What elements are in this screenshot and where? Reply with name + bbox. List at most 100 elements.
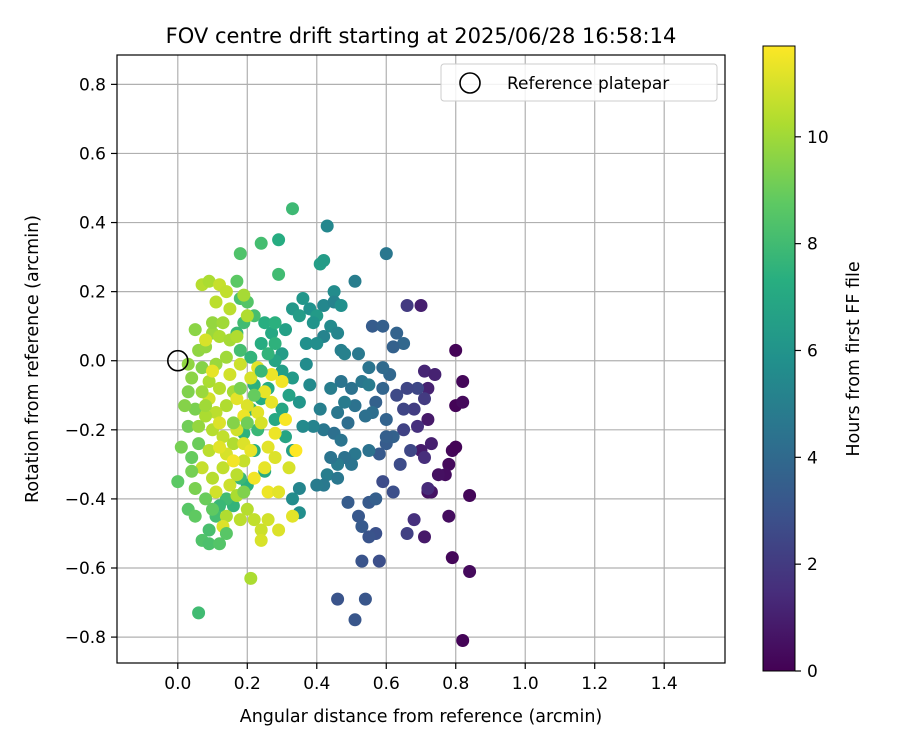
data-point <box>341 495 355 509</box>
data-point <box>286 509 299 523</box>
data-point <box>188 482 202 495</box>
data-point <box>206 316 219 330</box>
data-point <box>456 634 470 647</box>
data-point <box>261 513 275 527</box>
data-point <box>306 419 320 433</box>
data-point <box>233 381 247 395</box>
data-point <box>213 440 226 454</box>
data-point <box>223 302 237 316</box>
data-point <box>449 343 463 357</box>
data-point <box>188 509 202 523</box>
data-point <box>261 440 275 454</box>
data-point <box>247 471 261 485</box>
data-point <box>324 381 338 395</box>
data-point <box>404 444 418 457</box>
data-point <box>199 333 213 347</box>
data-point <box>397 423 411 437</box>
data-point <box>313 402 327 416</box>
data-point <box>369 492 383 506</box>
reference-platepar-point <box>167 349 189 372</box>
x-tick-label: 0.0 <box>164 674 191 694</box>
y-tick-label: −0.2 <box>65 421 106 441</box>
data-point <box>341 416 355 430</box>
data-point <box>272 267 286 281</box>
data-point <box>463 565 477 578</box>
data-point <box>233 513 247 527</box>
data-point <box>327 285 341 299</box>
chart-title: FOV centre drift starting at 2025/06/28 … <box>166 24 677 48</box>
data-point <box>268 451 282 464</box>
data-point <box>185 464 199 478</box>
data-point <box>348 274 362 288</box>
data-point <box>275 364 289 378</box>
data-point <box>372 554 386 568</box>
colorbar-tick-label: 10 <box>807 128 829 148</box>
data-point <box>369 395 383 409</box>
data-point <box>240 416 254 430</box>
data-point <box>233 343 247 357</box>
colorbar-tick-label: 4 <box>807 448 818 468</box>
y-tick-label: 0.4 <box>79 214 106 234</box>
data-point <box>268 426 282 440</box>
y-tick-label: −0.8 <box>65 628 106 648</box>
data-point <box>254 416 268 430</box>
data-point <box>181 385 195 399</box>
data-point <box>279 323 292 337</box>
data-point <box>199 492 213 506</box>
data-point <box>324 451 338 464</box>
data-point <box>292 309 306 323</box>
data-point <box>244 571 258 585</box>
data-point <box>265 326 279 340</box>
data-point <box>199 409 213 423</box>
data-point <box>379 430 393 444</box>
colorbar-tick-label: 6 <box>807 341 818 361</box>
data-point <box>233 247 247 261</box>
data-point <box>355 554 369 568</box>
data-point <box>219 285 233 299</box>
y-tick-label: 0.0 <box>79 352 106 372</box>
data-point <box>303 378 317 392</box>
data-point <box>195 361 209 375</box>
data-point <box>310 478 324 492</box>
data-point <box>338 347 352 361</box>
data-point <box>202 274 216 288</box>
colorbar-tick-label: 2 <box>807 555 818 575</box>
x-tick-label: 0.4 <box>303 674 330 694</box>
data-point <box>418 364 431 378</box>
data-point <box>219 350 233 364</box>
data-point <box>213 537 226 551</box>
colorbar-tick-label: 8 <box>807 235 818 255</box>
data-point <box>362 444 376 457</box>
data-point <box>237 454 251 468</box>
data-point <box>442 457 456 471</box>
data-point <box>279 430 292 444</box>
data-point <box>358 592 372 606</box>
y-axis-label: Rotation from reference (arcmin) <box>23 215 43 503</box>
data-point <box>216 316 230 330</box>
y-tick-label: 0.6 <box>79 144 106 164</box>
colorbar-tick-label: 0 <box>807 662 818 682</box>
grid-lines <box>117 55 725 663</box>
data-point <box>411 381 424 395</box>
colorbar-label: Hours from first FF file <box>844 261 864 456</box>
data-point <box>390 326 404 340</box>
x-axis-label: Angular distance from reference (arcmin) <box>240 707 603 727</box>
data-point <box>202 375 216 388</box>
data-point <box>209 406 223 419</box>
data-point <box>261 485 275 499</box>
data-point <box>390 388 404 402</box>
data-point <box>334 375 348 388</box>
data-point <box>348 399 362 413</box>
data-point <box>407 513 421 527</box>
data-point <box>317 254 331 267</box>
data-point <box>171 475 185 489</box>
data-point <box>418 530 431 544</box>
data-point <box>352 347 365 361</box>
colorbar: 0 2 4 6 8 10 Hours from first FF file <box>762 45 864 682</box>
data-point <box>258 385 272 399</box>
data-point <box>188 402 202 416</box>
data-point <box>456 375 470 388</box>
data-point <box>279 413 292 426</box>
data-point <box>275 402 289 416</box>
